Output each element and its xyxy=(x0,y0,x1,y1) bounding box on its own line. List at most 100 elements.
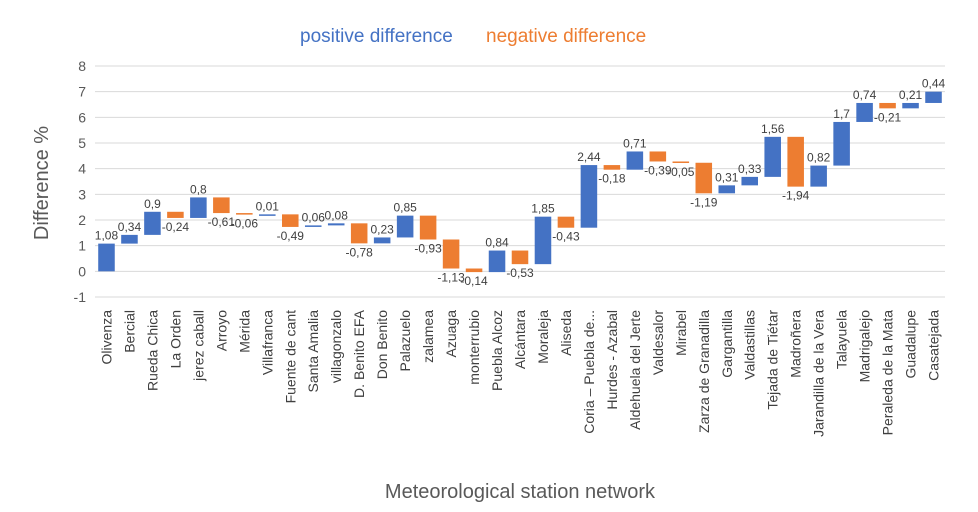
data-label: -0,93 xyxy=(414,242,442,256)
x-tick-label: Gargantilla xyxy=(719,310,735,378)
bar-don-benito xyxy=(373,237,391,244)
bar-palazuelo xyxy=(396,215,414,238)
data-label: 0,85 xyxy=(393,201,417,215)
bar-olivenza xyxy=(98,243,115,272)
y-tick-label: 5 xyxy=(78,135,86,151)
x-tick-label: Peraleda de la Mata xyxy=(880,310,896,436)
data-label: 0,01 xyxy=(256,199,280,213)
bar-zarza-de-granadilla xyxy=(695,162,713,194)
bar-fuente-de-cant xyxy=(282,214,299,227)
y-tick-label: 7 xyxy=(78,84,86,100)
bar-alc-ntara xyxy=(511,250,529,265)
data-label: -0,39 xyxy=(644,163,672,177)
bar-zalamea xyxy=(419,215,437,240)
data-label: -1,94 xyxy=(782,189,810,203)
y-tick-label: 4 xyxy=(78,161,86,177)
bar-coria-puebla-de xyxy=(580,165,598,228)
y-tick-label: -1 xyxy=(74,289,87,305)
x-tick-label: Santa Amalia xyxy=(305,310,321,393)
data-label: -0,21 xyxy=(874,110,902,124)
x-tick-label: Mirabel xyxy=(673,310,689,356)
bar-azuaga xyxy=(442,239,460,269)
bar-m-rida xyxy=(236,213,253,215)
x-tick-label: Guadalupe xyxy=(903,310,919,379)
x-tick-label: Madroñera xyxy=(788,310,804,378)
data-label: 0,08 xyxy=(325,208,349,222)
x-axis: Olivenza Bercial Rueda Chica La Orden jerez … xyxy=(98,309,941,437)
x-tick-label: Azuaga xyxy=(443,310,459,358)
data-label: 0,9 xyxy=(144,197,161,211)
data-label: -0,06 xyxy=(231,217,259,231)
x-tick-label: villagonzalo xyxy=(328,310,344,383)
data-label: 0,8 xyxy=(190,182,207,196)
bar-santa-amalia xyxy=(304,225,322,227)
x-tick-label: Alcántara xyxy=(512,310,528,369)
data-label: 0,34 xyxy=(118,220,142,234)
data-label: 0,33 xyxy=(738,162,762,176)
data-label: 0,84 xyxy=(485,236,509,250)
bar-moraleja xyxy=(534,216,552,265)
bar-tejada-de-ti-tar xyxy=(764,136,781,177)
bar-valdastillas xyxy=(741,176,758,186)
x-tick-label: monterrubio xyxy=(466,310,482,385)
bar-villagonzalo xyxy=(327,223,345,226)
y-tick-label: 0 xyxy=(78,263,86,279)
bar-gargantilla xyxy=(718,185,736,194)
bar-aldehuela-del-jerte xyxy=(626,151,644,170)
bar-madrigalejo xyxy=(856,102,873,122)
bar-villafranca xyxy=(259,214,276,216)
y-tick-label: 2 xyxy=(78,212,86,228)
data-label: 1,7 xyxy=(833,107,850,121)
x-tick-label: Hurdes - Azabal xyxy=(604,310,620,410)
data-label: -0,05 xyxy=(667,165,695,179)
data-label: 0,06 xyxy=(302,210,326,224)
x-tick-label: Olivenza xyxy=(98,310,114,365)
legend-negative: negative difference xyxy=(486,26,646,47)
data-label: -0,53 xyxy=(506,266,534,280)
x-tick-label: Moraleja xyxy=(535,310,551,364)
y-tick-label: 3 xyxy=(78,186,86,202)
y-tick-label: 8 xyxy=(78,58,86,74)
bar-puebla-alcoz xyxy=(488,250,506,273)
x-tick-label: Aliseda xyxy=(558,310,574,356)
data-label: -0,24 xyxy=(162,220,190,234)
x-tick-label: D. Benito EFA xyxy=(351,309,367,398)
x-tick-label: Aldehuela del Jerte xyxy=(627,310,643,430)
bar-madro-era xyxy=(787,136,804,187)
x-tick-label: Talayuela xyxy=(834,310,850,369)
bar-casatejada xyxy=(925,91,942,103)
data-label: 1,56 xyxy=(761,122,785,136)
bar-hurdes-azabal xyxy=(603,165,621,170)
data-label: 1,85 xyxy=(531,202,555,216)
x-tick-label: Valdesalor xyxy=(650,310,666,375)
x-tick-label: Don Benito xyxy=(374,310,390,379)
bar-aliseda xyxy=(557,216,575,228)
data-label: -1,19 xyxy=(690,195,718,209)
data-label: -0,61 xyxy=(208,215,236,229)
x-tick-label: Tejada de Tiétar xyxy=(765,310,781,410)
bar-guadalupe xyxy=(902,102,919,109)
x-tick-label: Mérida xyxy=(236,310,252,353)
data-labels: 1,080,340,9-0,24 0,8 -0,61-0,06 0,01 -0,49 0,… xyxy=(95,77,946,288)
bar-talayuela xyxy=(833,121,850,166)
bar-jarandilla-de-la-vera xyxy=(810,165,827,187)
x-tick-label: La Orden xyxy=(167,310,183,368)
bar-arroyo xyxy=(213,197,230,214)
data-label: -0,18 xyxy=(598,172,626,186)
x-tick-label: Casatejada xyxy=(926,310,942,381)
x-tick-label: Zarza de Granadilla xyxy=(696,310,712,433)
data-label: 0,82 xyxy=(807,151,831,165)
y-axis: -1 0 1 2 3 4 5 6 7 8 xyxy=(74,58,87,305)
y-axis-title: Difference % xyxy=(31,126,53,240)
x-tick-label: Arroyo xyxy=(213,310,229,351)
x-tick-label: Bercial xyxy=(121,310,137,353)
bar-jerez-caball xyxy=(190,197,207,218)
legend-positive: positive difference xyxy=(300,26,453,47)
gridlines xyxy=(95,65,945,298)
x-tick-label: Jarandilla de la Vera xyxy=(811,310,827,437)
data-label: -0,49 xyxy=(277,229,305,243)
x-tick-label: Rueda Chica xyxy=(144,310,160,391)
bar-la-orden xyxy=(167,211,184,218)
x-axis-title: Meteorological station network xyxy=(385,481,656,503)
data-label: 0,74 xyxy=(853,88,877,102)
